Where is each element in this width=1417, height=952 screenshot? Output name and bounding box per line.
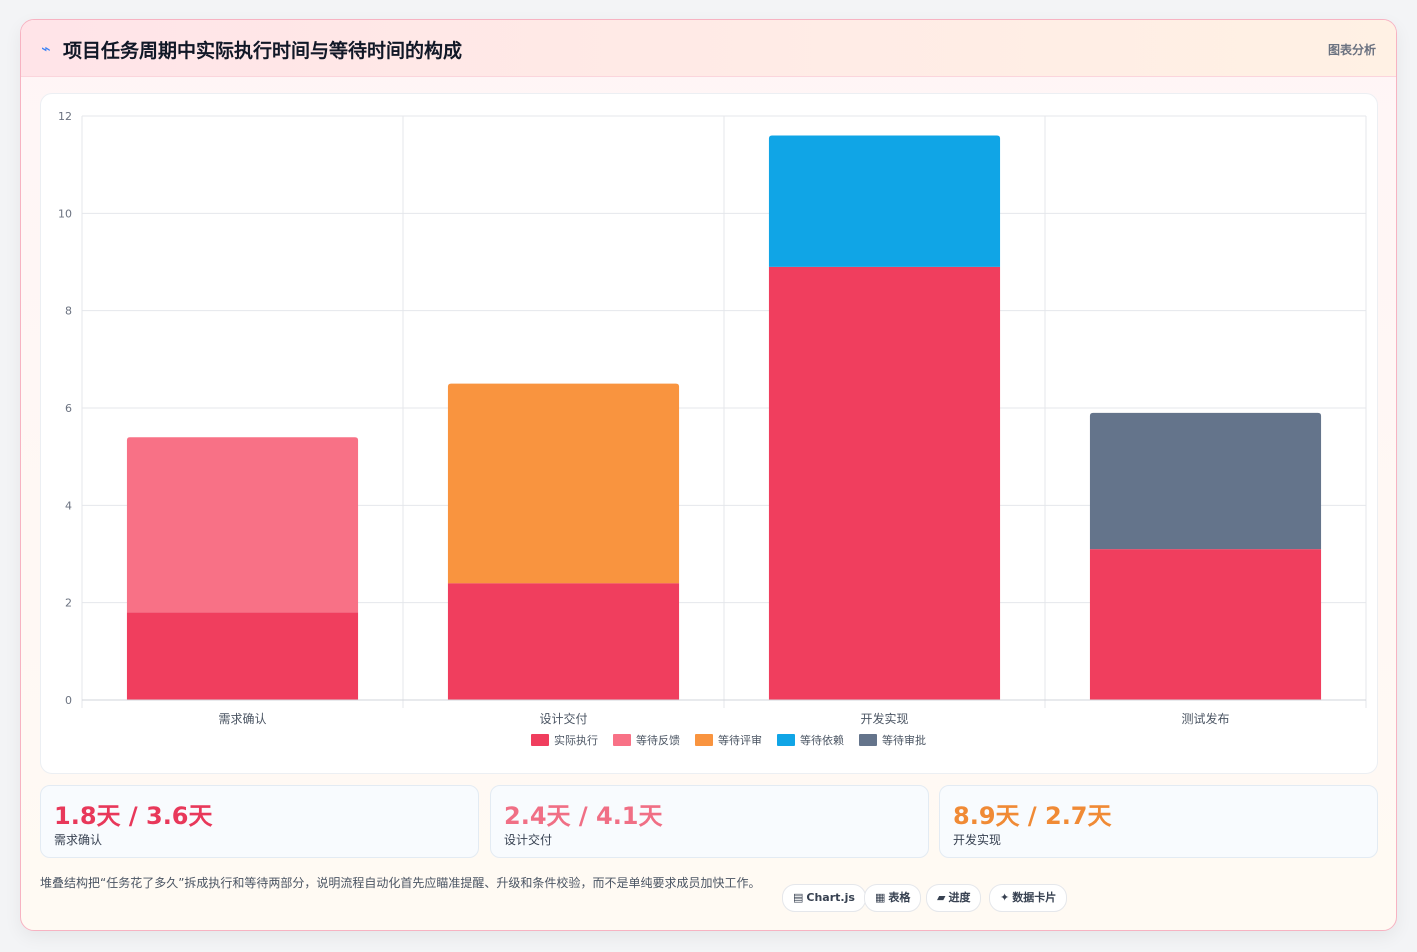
chart-note: 堆叠结构把“任务花了多久”拆成执行和等待两部分，说明流程自动化首先应瞄准提醒、升… (40, 876, 761, 890)
bar-segment (447, 583, 680, 700)
chip-table[interactable]: ▦ 表格 (864, 884, 922, 912)
stat-value: 1.8天 / 3.6天 (54, 802, 213, 830)
stacked-bar-chart: 0 2 4 6 8 10 12 需求确认 设计交付 开发实现 测试发布 实际执行 等待反馈 等待评审 等… (58, 110, 1367, 747)
bar-segment (768, 266, 1001, 700)
legend-label: 等待审批 (882, 733, 926, 747)
bar-segment (126, 612, 359, 700)
chart-icon: ▤ (793, 891, 804, 904)
stat-label: 开发实现 (953, 833, 1002, 847)
bar-segment (126, 437, 359, 613)
chip-label: 数据卡片 (1012, 891, 1057, 904)
stat-value: 8.9天 / 2.7天 (953, 802, 1112, 830)
chip-progress[interactable]: ▰ 进度 (926, 884, 982, 912)
sparkle-icon: ✦ (1000, 891, 1010, 904)
chip-label: 进度 (948, 891, 971, 904)
bar-segment (1089, 549, 1322, 700)
x-tick-label: 开发实现 (860, 711, 908, 726)
table-icon: ▦ (875, 891, 886, 904)
y-tick-label: 6 (65, 402, 72, 415)
stat-label: 需求确认 (54, 833, 103, 847)
legend-swatch (777, 734, 795, 746)
legend-swatch (695, 734, 713, 746)
bar-segment (447, 383, 680, 584)
stat-label: 设计交付 (504, 833, 553, 847)
legend-label: 等待依赖 (800, 733, 844, 747)
legend-swatch (859, 734, 877, 746)
x-tick-label: 测试发布 (1181, 711, 1229, 726)
y-tick-label: 8 (65, 305, 72, 318)
x-tick-label: 需求确认 (218, 712, 266, 726)
chip-label: Chart.js (806, 891, 855, 904)
stat-card-requirements: 1.8天 / 3.6天 需求确认 (40, 785, 479, 858)
legend-label: 实际执行 (554, 733, 598, 747)
stat-card-design: 2.4天 / 4.1天 设计交付 (490, 785, 929, 858)
card-header: ⌁ 项目任务周期中实际执行时间与等待时间的构成 图表分析 (21, 20, 1396, 77)
chip-chartjs[interactable]: ▤ Chart.js (782, 884, 866, 912)
chip-data-cards[interactable]: ✦ 数据卡片 (989, 884, 1068, 912)
legend-swatch (613, 734, 631, 746)
y-tick-label: 10 (58, 207, 72, 220)
x-tick-label: 设计交付 (539, 711, 587, 726)
chip-label: 表格 (888, 891, 911, 904)
chart-title: 项目任务周期中实际执行时间与等待时间的构成 (63, 40, 463, 62)
legend-label: 等待反馈 (636, 733, 680, 747)
y-tick-label: 12 (58, 110, 72, 123)
legend-label: 等待评审 (718, 733, 762, 747)
y-tick-label: 2 (65, 597, 72, 610)
trend-icon: ⌁ (41, 39, 51, 58)
chart-container: 0 2 4 6 8 10 12 需求确认 设计交付 开发实现 测试发布 实际执行 等待反馈 等待评审 等… (40, 93, 1378, 774)
stat-value: 2.4天 / 4.1天 (504, 802, 663, 830)
bar-segment (1089, 412, 1322, 550)
y-tick-label: 0 (65, 694, 72, 707)
progress-icon: ▰ (937, 891, 946, 904)
y-tick-label: 4 (65, 499, 72, 512)
chart-analysis-tag: 图表分析 (1327, 43, 1376, 57)
legend-swatch (531, 734, 549, 746)
bar-segment (768, 135, 1001, 267)
stat-card-development: 8.9天 / 2.7天 开发实现 (939, 785, 1378, 858)
chart-card: ⌁ 项目任务周期中实际执行时间与等待时间的构成 图表分析 0 2 4 6 8 10 12 需… (20, 19, 1397, 931)
